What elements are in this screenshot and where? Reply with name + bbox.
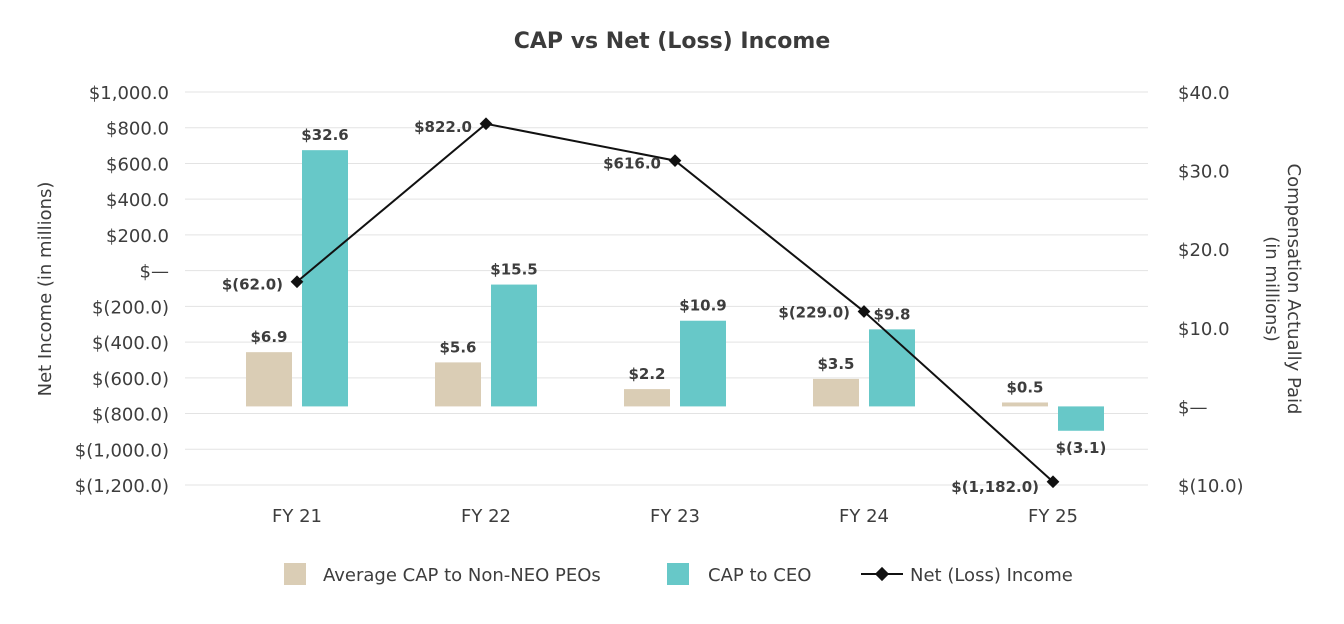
data-label-net-income: $(229.0) (778, 304, 850, 322)
right-tick-label: $(10.0) (1178, 476, 1244, 497)
net-income-polyline (296, 122, 1054, 483)
left-tick-label: $(400.0) (92, 333, 169, 354)
bar-ceo (680, 320, 726, 407)
left-axis-label: Net Income (in millions) (35, 182, 56, 397)
x-tick-label: FY 23 (650, 506, 700, 527)
data-label-net-income: $(62.0) (222, 276, 283, 294)
bar-ceo (1058, 406, 1104, 431)
legend-label-ceo: CAP to CEO (708, 565, 811, 586)
right-axis-label-line2: (in millions) (1261, 236, 1282, 342)
left-axis-ticks: $1,000.0 $800.0 $600.0 $400.0 $200.0 $— $(200.… (75, 83, 169, 497)
left-tick-label: $(600.0) (92, 369, 169, 390)
left-tick-label: $200.0 (106, 226, 169, 247)
bar-non-neo (813, 378, 859, 407)
x-tick-label: FY 24 (839, 506, 889, 527)
left-tick-label: $1,000.0 (89, 83, 169, 104)
data-label-net-income: $616.0 (603, 155, 661, 173)
right-axis-label: Compensation Actually Paid (in millions) (1261, 164, 1304, 415)
legend-swatch-non-neo (284, 563, 306, 585)
net-income-marker (479, 117, 493, 131)
right-axis-ticks: $40.0 $30.0 $20.0 $10.0 $— $(10.0) (1178, 83, 1244, 497)
left-tick-label: $600.0 (106, 154, 169, 175)
bar-data-labels: $6.9 $5.6 $2.2 $3.5 $0.5 $32.6 $15.5 $10.9 $9.8 $… (250, 126, 1106, 457)
bar-ceo (491, 284, 537, 407)
bar-non-neo (246, 352, 292, 407)
bars (246, 150, 1104, 431)
x-tick-label: FY 22 (461, 506, 511, 527)
net-income-marker (290, 275, 304, 289)
right-tick-label: $40.0 (1178, 83, 1230, 104)
bar-non-neo (1002, 402, 1048, 407)
data-label-ceo: $9.8 (873, 305, 910, 323)
legend-label-non-neo: Average CAP to Non-NEO PEOs (323, 565, 601, 586)
right-tick-label: $30.0 (1178, 162, 1230, 183)
left-tick-label: $(1,000.0) (75, 440, 169, 461)
data-label-non-neo: $2.2 (628, 365, 665, 383)
left-tick-label: $(800.0) (92, 405, 169, 426)
data-label-net-income: $822.0 (414, 118, 472, 136)
right-tick-label: $20.0 (1178, 240, 1230, 261)
net-income-line (290, 117, 1060, 489)
right-tick-label: $10.0 (1178, 319, 1230, 340)
bar-ceo (302, 150, 348, 407)
data-label-ceo: $15.5 (490, 261, 537, 279)
chart-title: CAP vs Net (Loss) Income (514, 29, 831, 54)
left-tick-label: $— (140, 262, 169, 283)
right-axis-label-line1: Compensation Actually Paid (1283, 164, 1304, 415)
legend-label-net-income: Net (Loss) Income (910, 565, 1073, 586)
legend-marker-net-income (874, 566, 890, 582)
legend-swatch-ceo (667, 563, 689, 585)
data-label-non-neo: $5.6 (439, 338, 476, 356)
data-label-non-neo: $6.9 (250, 328, 287, 346)
bar-non-neo (435, 362, 481, 407)
bar-ceo (869, 329, 915, 407)
left-tick-label: $(200.0) (92, 297, 169, 318)
data-label-non-neo: $3.5 (817, 355, 854, 373)
data-label-non-neo: $0.5 (1006, 378, 1043, 396)
data-label-ceo: $10.9 (679, 297, 726, 315)
left-tick-label: $800.0 (106, 119, 169, 140)
data-label-net-income: $(1,182.0) (951, 478, 1039, 496)
x-tick-label: FY 25 (1028, 506, 1078, 527)
left-tick-label: $(1,200.0) (75, 476, 169, 497)
line-data-labels: $(62.0) $822.0 $616.0 $(229.0) $(1,182.0) (222, 118, 1039, 496)
legend: Average CAP to Non-NEO PEOs CAP to CEO N… (284, 563, 1073, 586)
data-label-ceo: $32.6 (301, 126, 348, 144)
bar-non-neo (624, 389, 670, 407)
x-axis-ticks: FY 21 FY 22 FY 23 FY 24 FY 25 (272, 506, 1078, 527)
data-label-ceo: $(3.1) (1056, 439, 1107, 457)
x-tick-label: FY 21 (272, 506, 322, 527)
right-tick-label: $— (1178, 397, 1207, 418)
left-tick-label: $400.0 (106, 190, 169, 211)
